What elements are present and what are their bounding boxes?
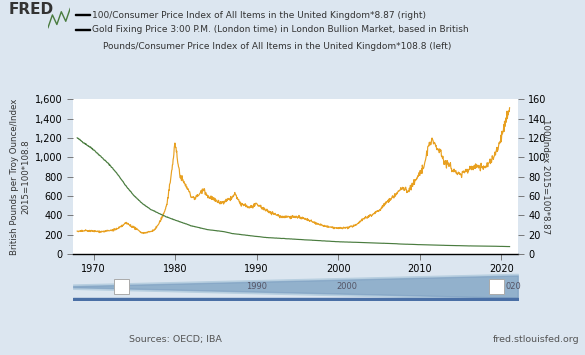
Text: 1990: 1990 <box>246 282 267 291</box>
Bar <box>489 279 504 294</box>
Text: FRED: FRED <box>9 2 54 17</box>
Text: Gold Fixing Price 3:00 P.M. (London time) in London Bullion Market, based in Bri: Gold Fixing Price 3:00 P.M. (London time… <box>92 25 469 34</box>
Text: Pounds/Consumer Price Index of All Items in the United Kingdom*108.8 (left): Pounds/Consumer Price Index of All Items… <box>103 42 452 51</box>
Bar <box>114 279 129 294</box>
Text: 020: 020 <box>505 282 521 291</box>
Text: 100/Consumer Price Index of All Items in the United Kingdom*8.87 (right): 100/Consumer Price Index of All Items in… <box>92 11 426 20</box>
Text: Sources: OECD; IBA: Sources: OECD; IBA <box>129 335 222 344</box>
Text: 2000: 2000 <box>336 282 357 291</box>
Text: fred.stlouisfed.org: fred.stlouisfed.org <box>493 335 579 344</box>
Y-axis label: British Pounds per Troy Ounce/Index
2015=100*108.8: British Pounds per Troy Ounce/Index 2015… <box>10 98 31 255</box>
Y-axis label: 100/Index 2015=100*8.87: 100/Index 2015=100*8.87 <box>542 119 551 234</box>
